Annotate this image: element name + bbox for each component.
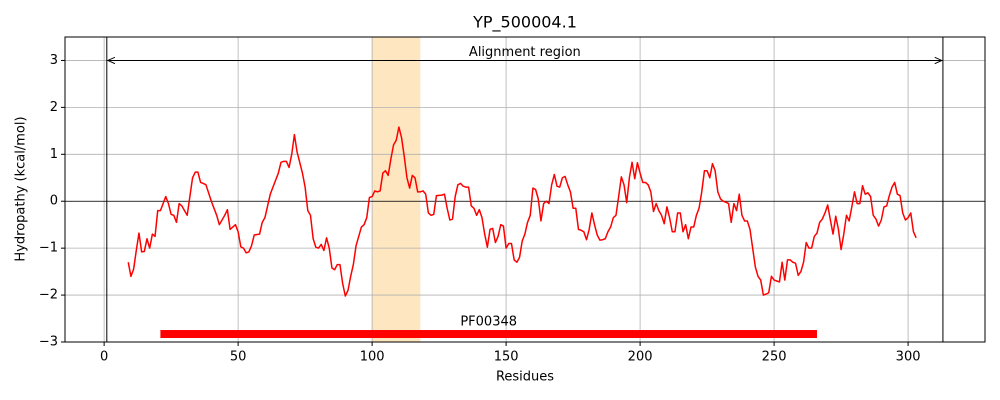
x-tick-label: 200 [628,350,653,365]
y-axis-label: Hydropathy (kcal/mol) [14,116,29,261]
alignment-label: Alignment region [469,45,581,60]
y-tick-label: −2 [39,288,58,303]
x-tick-label: 0 [100,350,108,365]
highlight-region [372,37,421,342]
x-tick-label: 150 [494,350,519,365]
x-tick-label: 300 [896,350,921,365]
y-tick-label: 1 [50,147,58,162]
x-tick-label: 100 [360,350,385,365]
y-tick-label: 2 [50,100,58,115]
x-tick-label: 50 [230,350,247,365]
axes-frame [64,36,986,343]
domain-label: PF00348 [460,315,517,330]
x-axis-label: Residues [496,370,554,385]
hydropathy-line [127,126,917,297]
x-tick-label: 250 [762,350,787,365]
y-tick-label: 0 [50,194,58,209]
chart-title: YP_500004.1 [472,13,577,33]
y-tick-label: 3 [50,53,58,68]
y-tick-label: −1 [39,241,58,256]
domain-bar [160,330,817,339]
y-tick-label: −3 [39,335,58,350]
plot-area: 0 50 100 150 200 250 300 −3 −2 −1 0 1 2 3 Alignment re… [39,36,986,365]
